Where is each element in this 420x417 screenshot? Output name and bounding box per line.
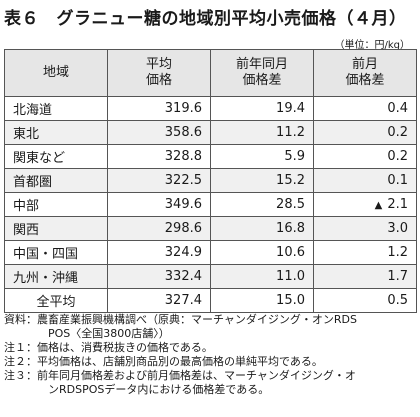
table-row-total: 全平均 327.4 15.0 0.5 bbox=[4, 288, 417, 313]
yoy-cell: 11.0 bbox=[210, 264, 314, 289]
note-2-label: 注２： bbox=[4, 355, 37, 368]
mom-cell: 3.0 bbox=[313, 216, 417, 241]
note-2: 注２： 平均価格は、店舗別商品別の最高価格の単純平均である。 bbox=[4, 355, 416, 369]
header-region: 地域 bbox=[4, 49, 108, 97]
mom-value: 0.2 bbox=[387, 125, 408, 140]
mom-value: 0.1 bbox=[387, 173, 408, 188]
region-cell: 北海道 bbox=[4, 96, 108, 121]
yoy-cell: 19.4 bbox=[210, 96, 314, 121]
price-table: 地域 平均 価格 前年同月 価格差 前月 価格差 北海道 319.6 bbox=[4, 49, 417, 313]
source-text: 農畜産業振興機構調べ（原典：マーチャンダイジング・オンRDS bbox=[37, 313, 357, 326]
note-3: 注３： 前年同月価格差および前月価格差は、マーチャンダイジング・オ bbox=[4, 369, 416, 383]
mom-value: 0.5 bbox=[387, 293, 408, 308]
table-row: 中国・四国 324.9 10.6 1.2 bbox=[4, 240, 417, 265]
note-3-label: 注３： bbox=[4, 369, 37, 382]
header-region-label: 地域 bbox=[42, 65, 69, 80]
table-row: 首都圏 322.5 15.2 0.1 bbox=[4, 168, 417, 193]
mom-cell: 0.5 bbox=[313, 288, 417, 313]
price-cell: 349.6 bbox=[107, 192, 211, 217]
note-1: 注１： 価格は、消費税抜きの価格である。 bbox=[4, 341, 416, 355]
yoy-cell: 11.2 bbox=[210, 120, 314, 145]
mom-cell: 0.4 bbox=[313, 96, 417, 121]
table-row: 関東など 328.8 5.9 0.2 bbox=[4, 144, 417, 169]
price-cell: 327.4 bbox=[107, 288, 211, 313]
yoy-cell: 10.6 bbox=[210, 240, 314, 265]
region-cell: 全平均 bbox=[4, 288, 108, 313]
header-price: 平均 価格 bbox=[107, 49, 211, 97]
header-price-line1: 平均 bbox=[145, 57, 172, 72]
note-1-text: 価格は、消費税抜きの価格である。 bbox=[37, 341, 213, 354]
note-2-text: 平均価格は、店舗別商品別の最高価格の単純平均である。 bbox=[37, 355, 323, 368]
mom-cell: 1.2 bbox=[313, 240, 417, 265]
price-cell: 358.6 bbox=[107, 120, 211, 145]
source-label: 資料： bbox=[4, 313, 37, 326]
header-row: 地域 平均 価格 前年同月 価格差 前月 価格差 bbox=[4, 49, 417, 97]
mom-cell: 0.1 bbox=[313, 168, 417, 193]
table-row: 関西 298.6 16.8 3.0 bbox=[4, 216, 417, 241]
mom-cell: 0.2 bbox=[313, 144, 417, 169]
yoy-cell: 15.0 bbox=[210, 288, 314, 313]
region-cell: 首都圏 bbox=[4, 168, 108, 193]
document-title: 表６ グラニュー糖の地域別平均小売価格（４月） bbox=[4, 9, 407, 29]
table-row: 北海道 319.6 19.4 0.4 bbox=[4, 96, 417, 121]
region-cell: 九州・沖縄 bbox=[4, 264, 108, 289]
region-cell: 中部 bbox=[4, 192, 108, 217]
mom-value: 0.2 bbox=[387, 149, 408, 164]
header-price-line2: 価格 bbox=[145, 73, 172, 88]
yoy-cell: 16.8 bbox=[210, 216, 314, 241]
mom-cell: ▲ 2.1 bbox=[313, 192, 417, 217]
mom-value: 1.7 bbox=[387, 269, 408, 284]
price-cell: 328.8 bbox=[107, 144, 211, 169]
price-cell: 298.6 bbox=[107, 216, 211, 241]
price-cell: 324.9 bbox=[107, 240, 211, 265]
mom-value: 1.2 bbox=[387, 245, 408, 260]
header-yoy-line1: 前年同月 bbox=[235, 57, 288, 72]
price-cell: 332.4 bbox=[107, 264, 211, 289]
header-mom-line2: 価格差 bbox=[345, 73, 385, 88]
region-cell: 関西 bbox=[4, 216, 108, 241]
header-yoy-line2: 価格差 bbox=[242, 73, 282, 88]
mom-value: 3.0 bbox=[387, 221, 408, 236]
notes: 資料： 農畜産業振興機構調べ（原典：マーチャンダイジング・オンRDS POS〈全… bbox=[4, 313, 416, 397]
header-yoy: 前年同月 価格差 bbox=[210, 49, 314, 97]
mom-cell: 0.2 bbox=[313, 120, 417, 145]
yoy-cell: 5.9 bbox=[210, 144, 314, 169]
yoy-cell: 28.5 bbox=[210, 192, 314, 217]
note-3-text: 前年同月価格差および前月価格差は、マーチャンダイジング・オ bbox=[37, 369, 356, 382]
table-row: 東北 358.6 11.2 0.2 bbox=[4, 120, 417, 145]
table-row: 中部 349.6 28.5 ▲ 2.1 bbox=[4, 192, 417, 217]
region-cell: 中国・四国 bbox=[4, 240, 108, 265]
region-cell: 関東など bbox=[4, 144, 108, 169]
header-mom: 前月 価格差 bbox=[313, 49, 417, 97]
mom-cell: 1.7 bbox=[313, 264, 417, 289]
yoy-cell: 15.2 bbox=[210, 168, 314, 193]
decrease-marker: ▲ bbox=[374, 200, 383, 211]
source-text-cont: POS〈全国3800店舗〉） bbox=[48, 327, 170, 340]
note-1-label: 注１： bbox=[4, 341, 37, 354]
unit-label: （単位：円/kg） bbox=[334, 40, 410, 51]
price-cell: 319.6 bbox=[107, 96, 211, 121]
mom-value: 0.4 bbox=[387, 101, 408, 116]
header-mom-line1: 前月 bbox=[351, 57, 378, 72]
mom-value: 2.1 bbox=[387, 197, 408, 212]
region-cell: 東北 bbox=[4, 120, 108, 145]
source-note: 資料： 農畜産業振興機構調べ（原典：マーチャンダイジング・オンRDS bbox=[4, 313, 416, 327]
price-cell: 322.5 bbox=[107, 168, 211, 193]
table-row: 九州・沖縄 332.4 11.0 1.7 bbox=[4, 264, 417, 289]
note-3-text-cont: ンRDSPOSデータ内における価格差である。 bbox=[48, 383, 270, 396]
